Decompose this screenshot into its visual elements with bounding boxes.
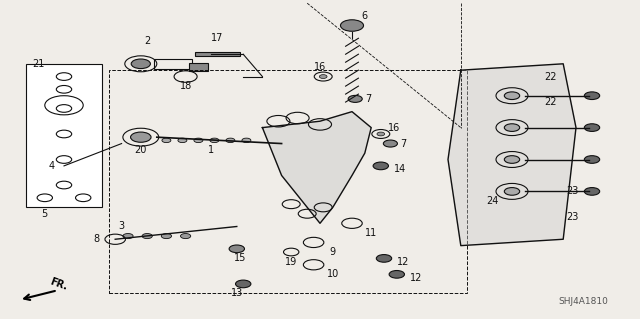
Circle shape (504, 156, 520, 163)
Text: 16: 16 (314, 62, 326, 72)
Circle shape (229, 245, 244, 253)
Text: 11: 11 (365, 228, 378, 238)
Circle shape (383, 140, 397, 147)
Text: 21: 21 (32, 59, 45, 69)
Circle shape (584, 156, 600, 163)
Circle shape (123, 234, 133, 239)
Circle shape (389, 271, 404, 278)
Text: 12: 12 (410, 272, 422, 283)
Text: 24: 24 (486, 196, 499, 206)
Circle shape (319, 75, 327, 78)
Text: 15: 15 (234, 253, 246, 263)
Circle shape (194, 138, 203, 143)
Text: 16: 16 (387, 122, 400, 133)
Text: 12: 12 (397, 256, 410, 267)
Text: 1: 1 (208, 145, 214, 155)
Circle shape (348, 95, 362, 102)
Circle shape (180, 234, 191, 239)
Text: 6: 6 (362, 11, 368, 21)
Text: 23: 23 (566, 186, 579, 197)
Text: 22: 22 (544, 71, 557, 82)
Bar (195, 52, 240, 56)
Circle shape (161, 234, 172, 239)
Circle shape (142, 234, 152, 239)
Text: 2: 2 (144, 36, 150, 47)
Circle shape (504, 188, 520, 195)
Text: 13: 13 (230, 288, 243, 299)
Circle shape (131, 132, 151, 142)
Circle shape (242, 138, 251, 143)
Circle shape (373, 162, 388, 170)
Text: 20: 20 (134, 145, 147, 155)
Circle shape (226, 138, 235, 143)
Text: 14: 14 (394, 164, 406, 174)
Text: 19: 19 (285, 256, 298, 267)
Text: 10: 10 (326, 269, 339, 279)
Circle shape (584, 188, 600, 195)
Circle shape (584, 124, 600, 131)
Bar (189, 63, 208, 71)
Text: 23: 23 (566, 212, 579, 222)
Text: 17: 17 (211, 33, 224, 43)
Text: 9: 9 (330, 247, 336, 257)
Text: 7: 7 (365, 94, 371, 104)
Text: 22: 22 (544, 97, 557, 107)
Bar (109, 70, 467, 293)
Text: 4: 4 (48, 161, 54, 171)
Circle shape (584, 92, 600, 100)
Circle shape (210, 138, 219, 143)
Bar (26, 64, 102, 207)
Circle shape (340, 20, 364, 31)
Text: 7: 7 (400, 138, 406, 149)
Text: FR.: FR. (48, 276, 68, 292)
Polygon shape (262, 112, 371, 223)
Text: SHJ4A1810: SHJ4A1810 (558, 297, 608, 306)
Text: 18: 18 (179, 81, 192, 91)
Text: 8: 8 (93, 234, 99, 244)
Circle shape (376, 255, 392, 262)
Circle shape (131, 59, 150, 69)
Circle shape (162, 138, 171, 143)
Circle shape (504, 92, 520, 100)
Circle shape (236, 280, 251, 288)
Circle shape (178, 138, 187, 143)
Text: 5: 5 (42, 209, 48, 219)
Circle shape (377, 132, 385, 136)
Bar (154, 59, 192, 69)
Polygon shape (448, 64, 576, 246)
Text: 3: 3 (118, 221, 125, 232)
Circle shape (504, 124, 520, 131)
